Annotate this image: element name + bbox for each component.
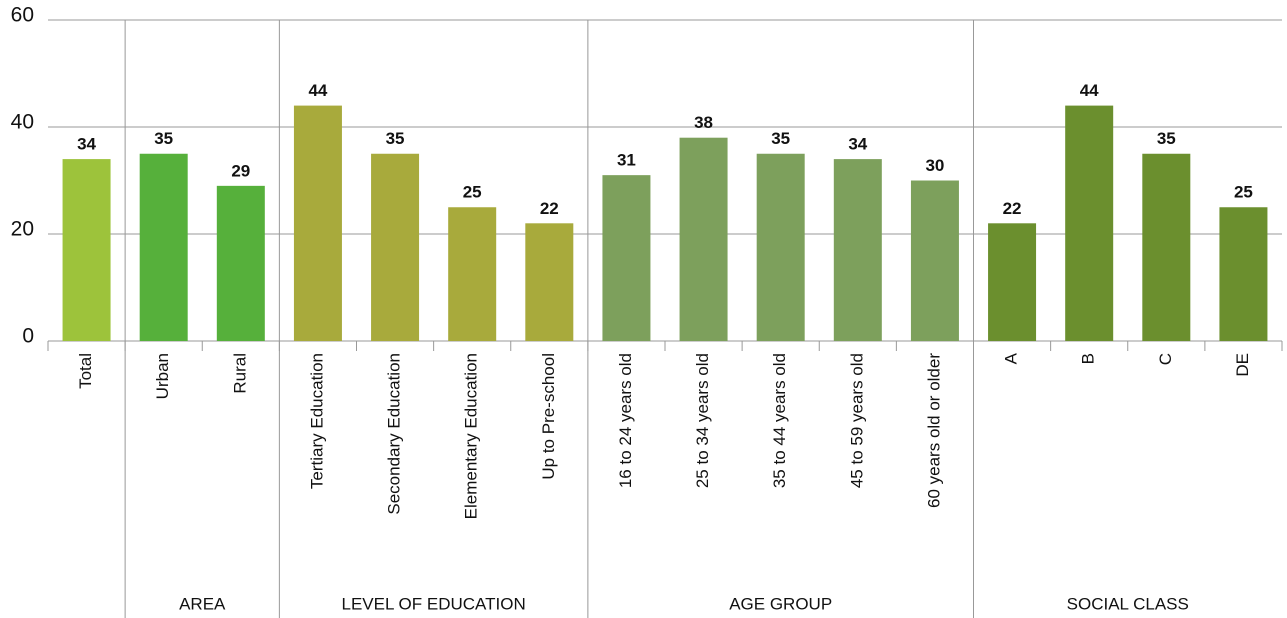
value-label: 35 [1157, 129, 1176, 148]
group-label: SOCIAL CLASS [1067, 594, 1189, 613]
x-tick-label: DE [1233, 353, 1252, 377]
value-label: 22 [540, 199, 559, 218]
bar [371, 153, 420, 341]
bar [833, 159, 882, 341]
value-label: 34 [848, 135, 867, 154]
x-tick-label: Rural [230, 353, 249, 394]
bar [293, 105, 342, 341]
x-tick-label: 16 to 24 years old [616, 353, 635, 488]
x-tick-label: 25 to 34 years old [693, 353, 712, 488]
y-tick-label: 20 [11, 218, 34, 241]
y-tick-label: 0 [22, 325, 34, 348]
value-label: 34 [77, 135, 96, 154]
value-label: 38 [694, 113, 713, 132]
value-label: 35 [771, 129, 790, 148]
y-tick-label: 40 [11, 111, 34, 134]
bar [910, 180, 959, 341]
bar [216, 185, 265, 341]
bar [1142, 153, 1191, 341]
bar [139, 153, 188, 341]
x-tick-label: Urban [153, 353, 172, 399]
y-tick-label: 60 [11, 4, 34, 27]
value-label: 25 [463, 183, 482, 202]
x-tick-label: Tertiary Education [307, 353, 326, 489]
value-label: 44 [1080, 81, 1099, 100]
value-label: 25 [1234, 183, 1253, 202]
x-tick-label: A [1002, 352, 1021, 364]
bar [679, 137, 728, 341]
x-tick-label: 60 years old or older [924, 353, 943, 508]
x-tick-label: Up to Pre-school [539, 353, 558, 480]
x-tick-label: 45 to 59 years old [847, 353, 866, 488]
bar [1219, 207, 1268, 341]
bar [448, 207, 497, 341]
group-label: LEVEL OF EDUCATION [342, 594, 526, 613]
bar [988, 223, 1037, 341]
value-label: 22 [1003, 199, 1022, 218]
group-label: AGE GROUP [729, 594, 832, 613]
bar [602, 175, 651, 341]
bar [756, 153, 805, 341]
bar [525, 223, 574, 341]
x-tick-label: 35 to 44 years old [770, 353, 789, 488]
x-tick-label: B [1079, 353, 1098, 364]
x-tick-label: C [1156, 353, 1175, 365]
group-label: AREA [179, 594, 226, 613]
bar [62, 159, 111, 341]
value-label: 44 [308, 81, 327, 100]
x-tick-label: Elementary Education [462, 353, 481, 519]
value-label: 35 [154, 129, 173, 148]
value-label: 30 [925, 156, 944, 175]
value-label: 35 [386, 129, 405, 148]
bar [1065, 105, 1114, 341]
value-label: 29 [231, 161, 250, 180]
x-tick-label: Total [76, 353, 95, 389]
x-tick-label: Secondary Education [385, 353, 404, 515]
value-label: 31 [617, 151, 636, 170]
